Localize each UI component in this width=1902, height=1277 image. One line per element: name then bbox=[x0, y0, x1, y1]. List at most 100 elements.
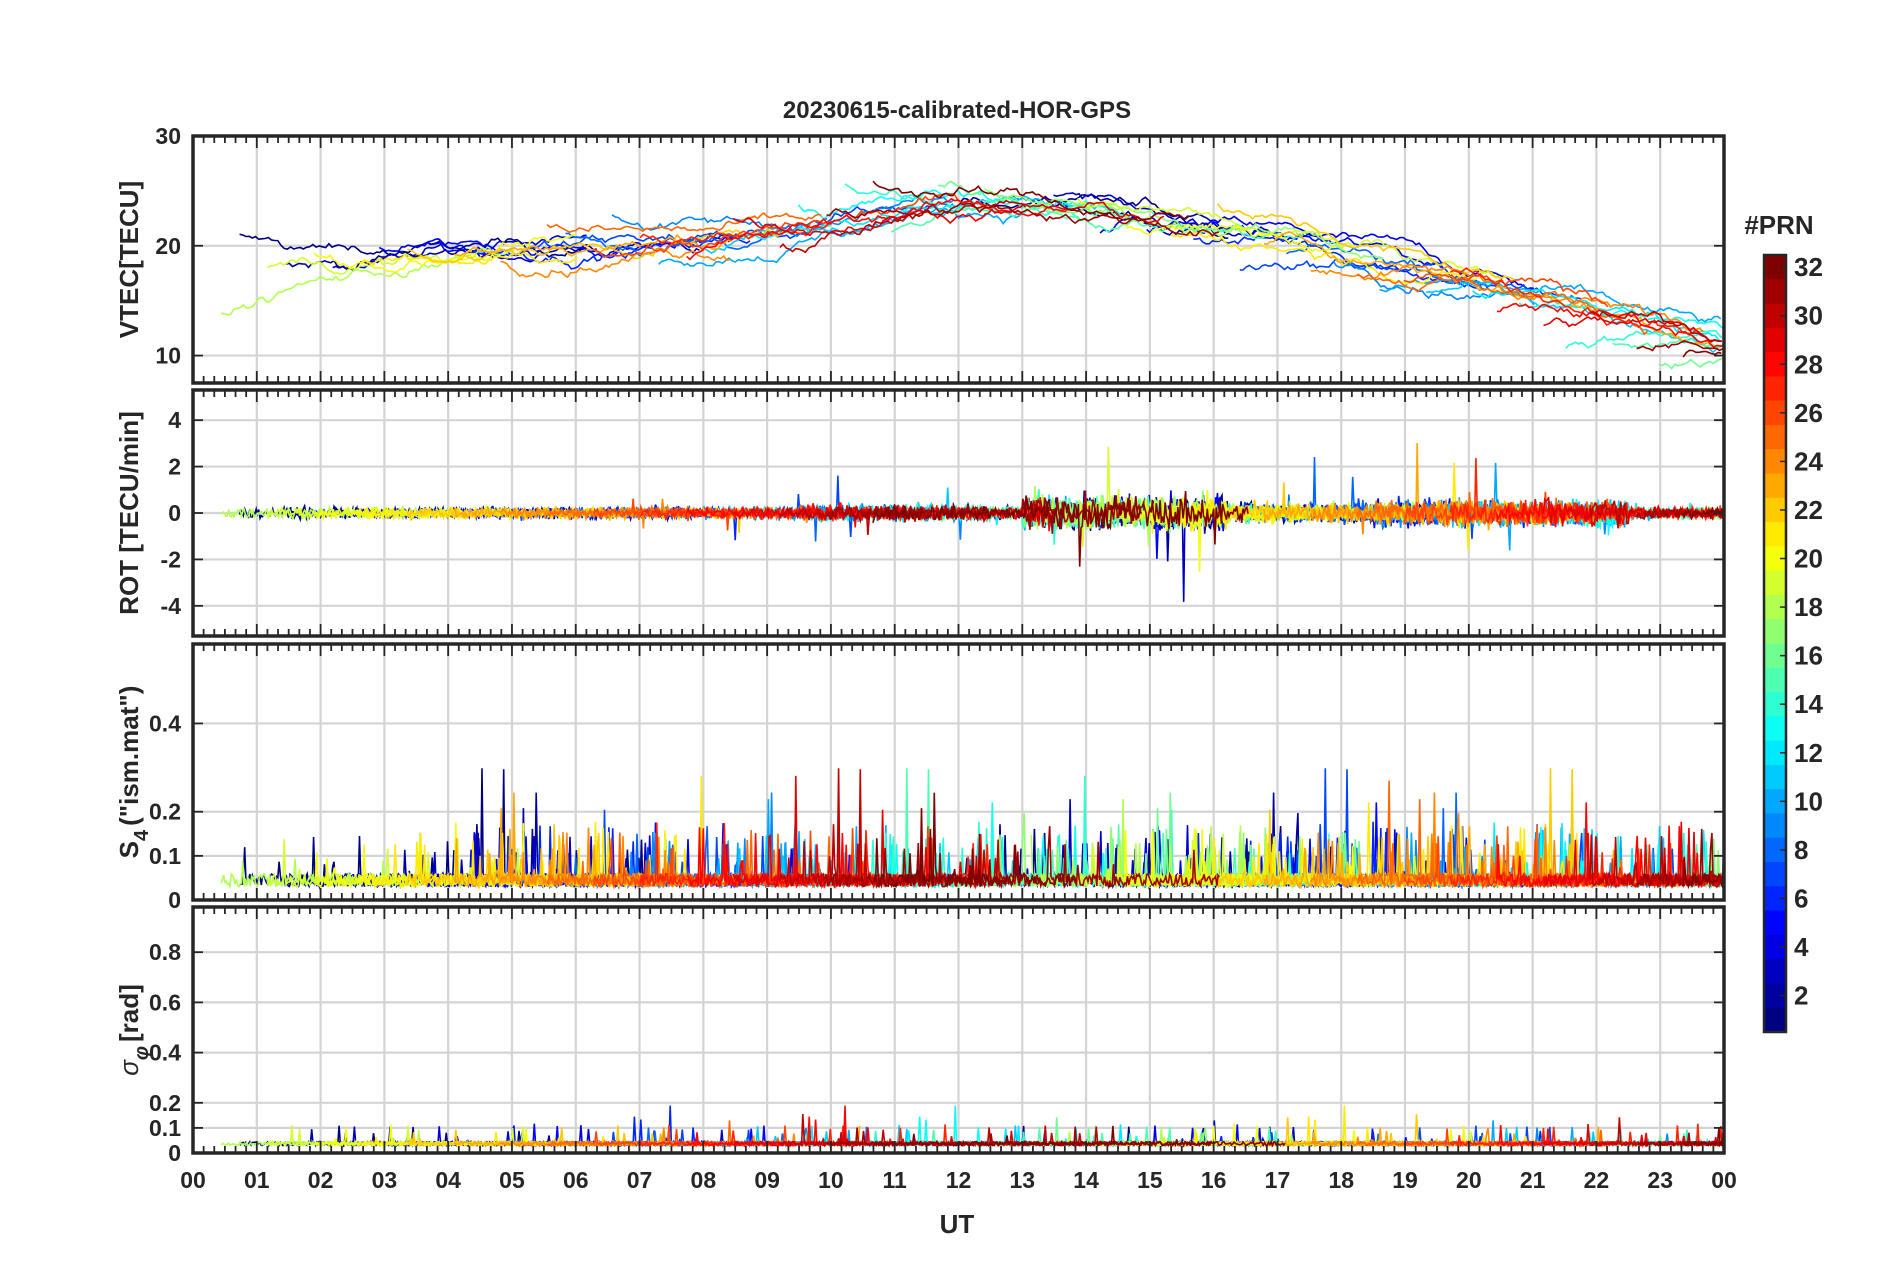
series-prn-10 bbox=[1379, 278, 1722, 323]
colorbar-segment bbox=[1764, 1007, 1786, 1033]
x-tick-label: 02 bbox=[308, 1167, 334, 1193]
y-tick-label: 4 bbox=[168, 407, 181, 433]
series-group-rot bbox=[221, 442, 1724, 602]
colorbar-segment bbox=[1764, 692, 1786, 717]
series-prn-7 bbox=[1239, 258, 1582, 300]
x-tick-label: 06 bbox=[563, 1167, 589, 1193]
colorbar-segment bbox=[1764, 862, 1786, 887]
colorbar-segment bbox=[1764, 546, 1786, 572]
colorbar-segment bbox=[1764, 352, 1786, 377]
x-tick-label: 00 bbox=[180, 1167, 206, 1193]
series-prn-26 bbox=[1403, 272, 1609, 308]
x-tick-label: 03 bbox=[372, 1167, 398, 1193]
series-prn-24 bbox=[500, 247, 731, 279]
series-prn-32 bbox=[872, 180, 1190, 222]
colorbar-tick-label: 32 bbox=[1794, 252, 1823, 282]
x-tick-label: 18 bbox=[1328, 1167, 1354, 1193]
x-tick-label: 14 bbox=[1073, 1167, 1099, 1193]
x-tick-label: 04 bbox=[435, 1167, 461, 1193]
series-prn-32 bbox=[1682, 349, 1722, 358]
panel-vtec: 10 20 30 VTEC[TECU] bbox=[114, 123, 1726, 385]
axes-box bbox=[191, 388, 1726, 638]
series-prn-31 bbox=[1636, 340, 1724, 352]
series-group-s4 bbox=[220, 768, 1724, 890]
colorbar-tick-label: 12 bbox=[1794, 738, 1823, 768]
series-group-vtec bbox=[220, 180, 1724, 370]
colorbar-segment bbox=[1764, 643, 1786, 669]
x-tick-label: 07 bbox=[627, 1167, 653, 1193]
series-prn-28 bbox=[686, 197, 1067, 261]
colorbar-segment bbox=[1764, 303, 1786, 329]
colorbar-segment bbox=[1764, 667, 1786, 693]
colorbar-tick-label: 20 bbox=[1794, 544, 1823, 574]
series-prn-32 bbox=[872, 1125, 1286, 1148]
series-prn-19 bbox=[267, 249, 472, 275]
colorbar-tick-label: 10 bbox=[1794, 786, 1823, 816]
series-prn-21 bbox=[360, 775, 735, 890]
y-tick-label: 0.8 bbox=[149, 939, 181, 965]
colorbar-tick-label: 4 bbox=[1794, 932, 1809, 962]
series-prn-28 bbox=[686, 827, 879, 890]
y-tick-label: 10 bbox=[155, 343, 181, 369]
colorbar-segment bbox=[1764, 473, 1786, 499]
y-tick-label: 30 bbox=[155, 123, 181, 149]
x-tick-label: 10 bbox=[818, 1167, 844, 1193]
x-tick-label: 20 bbox=[1456, 1167, 1482, 1193]
chart-title: 20230615-calibrated-HOR-GPS bbox=[783, 97, 1131, 124]
series-group-sigphi bbox=[220, 1105, 1724, 1149]
x-tick-label: 00 bbox=[1711, 1167, 1737, 1193]
colorbar-segment bbox=[1764, 327, 1786, 353]
y-axis-label-vtec: VTEC[TECU] bbox=[114, 181, 144, 338]
x-tick-label: 09 bbox=[754, 1167, 780, 1193]
series-prn-24 bbox=[1310, 263, 1704, 333]
colorbar-segment bbox=[1764, 522, 1786, 547]
x-tick-label: 01 bbox=[244, 1167, 270, 1193]
colorbar-segment bbox=[1764, 424, 1786, 450]
colorbar-segment bbox=[1764, 934, 1786, 960]
colorbar-tick-label: 24 bbox=[1794, 446, 1823, 476]
x-tick-label: 08 bbox=[691, 1167, 717, 1193]
colorbar-segment bbox=[1764, 716, 1786, 742]
series-prn-31 bbox=[1636, 1132, 1724, 1148]
series-prn-27 bbox=[1449, 1123, 1724, 1149]
x-tick-label: 23 bbox=[1647, 1167, 1673, 1193]
y-tick-label: 0 bbox=[168, 887, 181, 913]
series-prn-26 bbox=[593, 192, 1003, 258]
colorbar-tick-label: 28 bbox=[1794, 349, 1823, 379]
colorbar-segment bbox=[1764, 837, 1786, 863]
colorbar-segment bbox=[1764, 570, 1786, 596]
colorbar-tick-label: 6 bbox=[1794, 883, 1808, 913]
y-tick-label: 0.2 bbox=[149, 799, 181, 825]
colorbar-segment bbox=[1764, 740, 1786, 766]
x-tick-label: 21 bbox=[1520, 1167, 1546, 1193]
series-prn-21 bbox=[1170, 231, 1478, 285]
x-tick-labels: 00 01 02 03 04 05 06 07 08 09 10 11 12 13 14 15 16 17 18 19… bbox=[180, 1167, 1737, 1193]
series-prn-16 bbox=[1658, 357, 1723, 370]
axes-box bbox=[191, 642, 1726, 902]
series-prn-28 bbox=[1496, 302, 1724, 348]
colorbar-tick-label: 18 bbox=[1794, 592, 1823, 622]
colorbar-tick-label: 14 bbox=[1794, 689, 1823, 719]
colorbar-segment bbox=[1764, 959, 1786, 984]
series-prn-7 bbox=[518, 202, 954, 254]
x-tick-label: 15 bbox=[1137, 1167, 1163, 1193]
series-prn-27 bbox=[639, 220, 833, 245]
y-tick-label: -4 bbox=[161, 593, 182, 619]
colorbar-segment bbox=[1764, 594, 1786, 620]
x-axis-label: UT bbox=[940, 1209, 975, 1239]
series-prn-1 bbox=[959, 193, 1229, 240]
series-prn-32 bbox=[872, 491, 1249, 567]
series-prn-25 bbox=[1357, 273, 1649, 336]
series-prn-30 bbox=[1589, 310, 1721, 343]
y-tick-label: 0.4 bbox=[149, 710, 181, 736]
series-prn-19 bbox=[1077, 446, 1305, 547]
colorbar-tick-label: 26 bbox=[1794, 398, 1823, 428]
series-prn-27 bbox=[1449, 267, 1700, 335]
series-prn-6 bbox=[1193, 235, 1481, 291]
x-tick-label: 22 bbox=[1584, 1167, 1610, 1193]
colorbar-tick-label: 22 bbox=[1794, 495, 1823, 525]
x-tick-label: 19 bbox=[1392, 1167, 1418, 1193]
series-prn-29 bbox=[1543, 821, 1724, 889]
